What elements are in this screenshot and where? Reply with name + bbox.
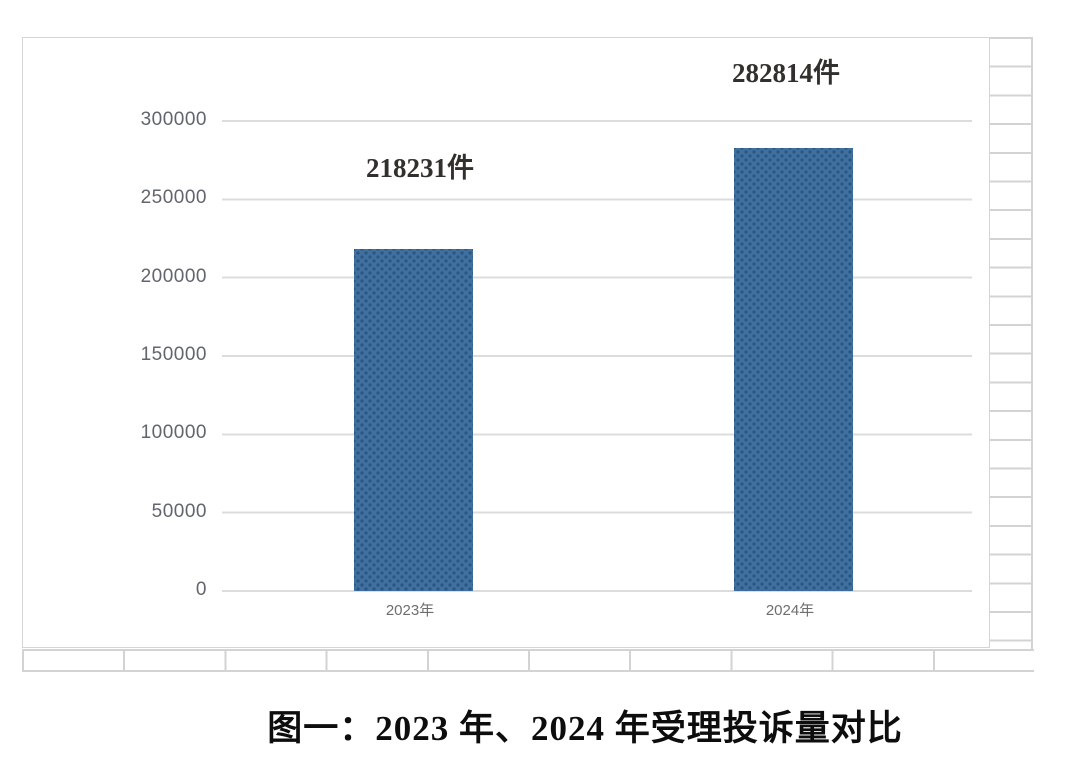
x-axis-label-2024: 2024年 [765, 602, 815, 619]
data-label-2023: 218231件 [366, 153, 474, 183]
bar-2023 [354, 249, 473, 591]
embedded-bar-chart[interactable]: 300000 250000 200000 150000 100000 50000… [22, 37, 990, 648]
y-axis-tick-label: 150000 [140, 344, 207, 365]
figure-caption: 图一：2023 年、2024 年受理投诉量对比 [267, 709, 903, 748]
y-axis-tick-label: 300000 [140, 109, 207, 130]
bar-2024 [734, 148, 853, 591]
y-axis-tick-label: 250000 [140, 187, 207, 209]
y-axis-tick-label: 0 [195, 579, 207, 600]
spreadsheet-grid-bottom [22, 649, 1034, 672]
y-axis-tick-label: 200000 [140, 265, 207, 287]
y-axis-tick-label: 100000 [140, 422, 207, 444]
data-label-2024: 282814件 [732, 58, 840, 88]
plot-area-gridlines [222, 120, 972, 592]
spreadsheet-grid-right [990, 37, 1033, 650]
y-axis-tick-label: 50000 [151, 500, 207, 522]
x-axis-label-2023: 2023年 [385, 602, 435, 619]
